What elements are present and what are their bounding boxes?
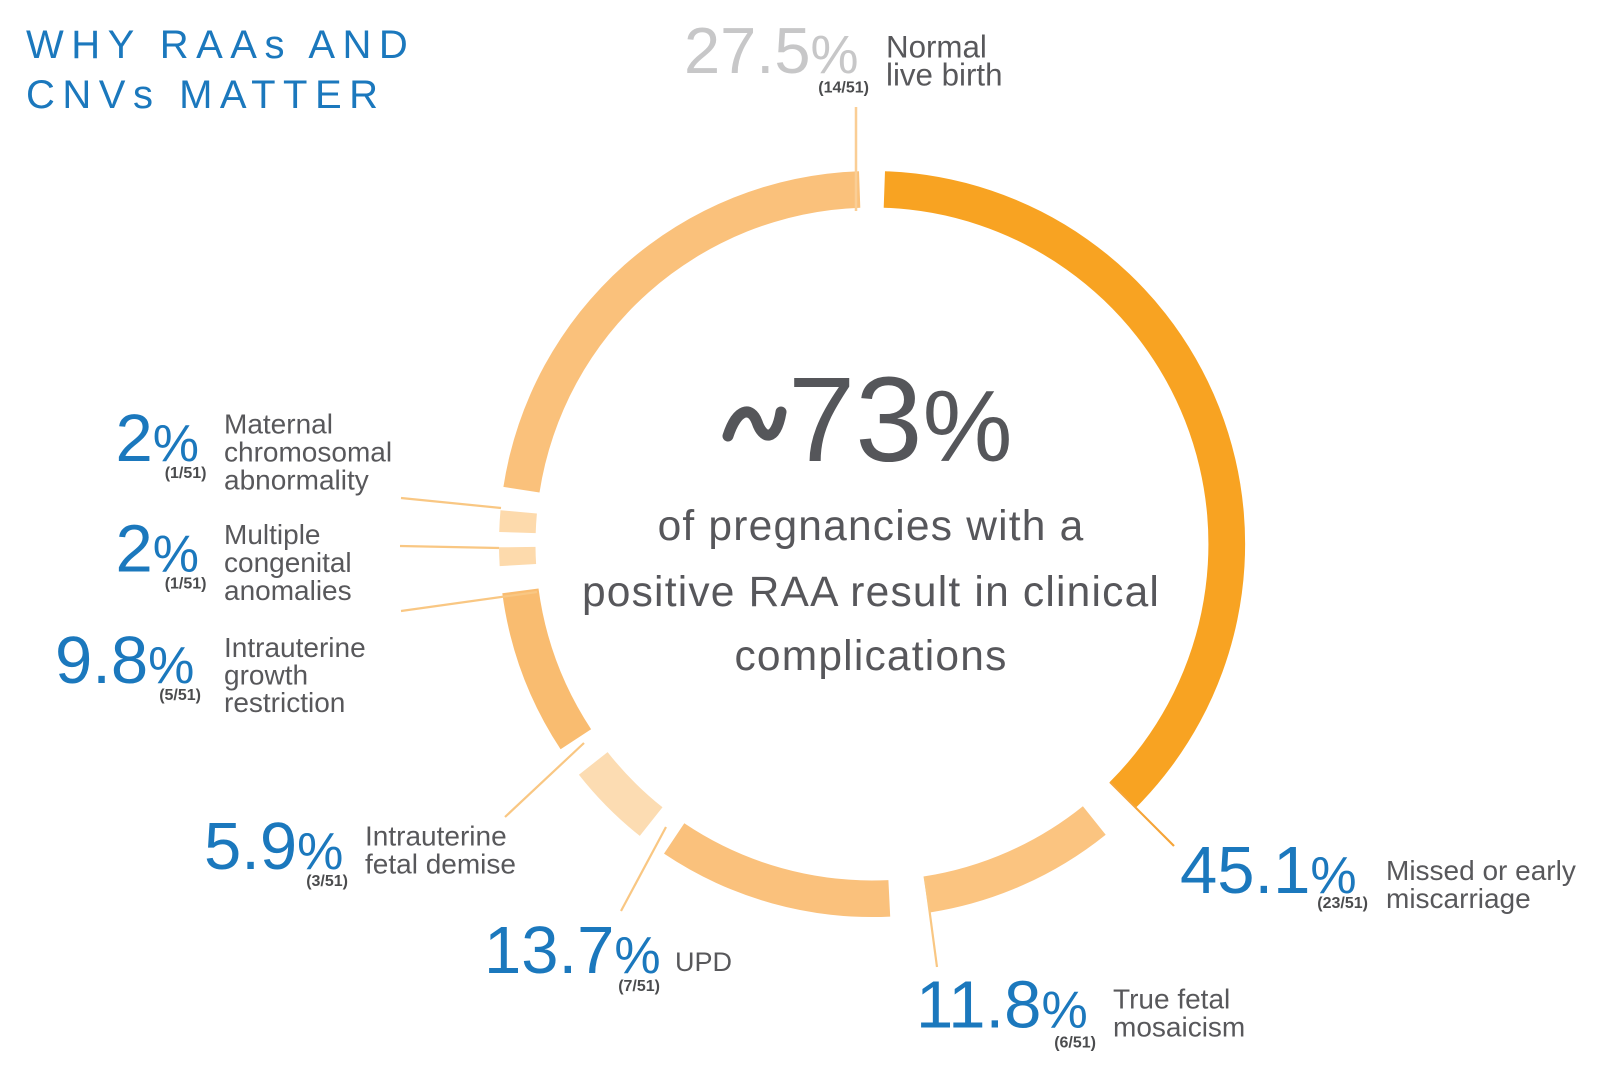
svg-text:(1/51): (1/51): [165, 576, 207, 593]
svg-text:Normal: Normal: [886, 29, 987, 64]
svg-text:positive RAA result in clinica: positive RAA result in clinical: [582, 569, 1160, 616]
svg-text:Intrauterine: Intrauterine: [365, 821, 507, 852]
svg-text:restriction: restriction: [224, 687, 345, 718]
svg-text:5.9%: 5.9%: [204, 809, 343, 884]
svg-text:CNVs MATTER: CNVs MATTER: [26, 73, 386, 117]
svg-text:live birth: live birth: [886, 57, 1003, 92]
svg-text:congenital: congenital: [224, 547, 352, 578]
svg-text:of pregnancies with a: of pregnancies with a: [658, 503, 1085, 550]
svg-text:Missed or early: Missed or early: [1386, 855, 1576, 886]
svg-text:Multiple: Multiple: [224, 519, 320, 550]
svg-text:UPD: UPD: [675, 947, 732, 977]
svg-text:73%: 73%: [788, 351, 1012, 487]
svg-text:27.5%: 27.5%: [684, 14, 859, 87]
svg-text:Intrauterine: Intrauterine: [224, 632, 366, 663]
svg-text:WHY RAAs AND: WHY RAAs AND: [26, 23, 415, 67]
svg-text:growth: growth: [224, 660, 308, 691]
svg-text:(14/51): (14/51): [818, 79, 869, 96]
svg-text:11.8%: 11.8%: [916, 968, 1088, 1043]
svg-text:miscarriage: miscarriage: [1386, 883, 1531, 914]
svg-text:(5/51): (5/51): [159, 687, 201, 704]
svg-text:13.7%: 13.7%: [484, 913, 661, 988]
svg-text:True fetal: True fetal: [1113, 984, 1230, 1015]
svg-text:(6/51): (6/51): [1054, 1035, 1096, 1052]
svg-text:fetal demise: fetal demise: [365, 849, 516, 880]
svg-text:(23/51): (23/51): [1317, 895, 1368, 912]
svg-text:mosaicism: mosaicism: [1113, 1012, 1245, 1043]
svg-text:(7/51): (7/51): [618, 978, 660, 995]
svg-text:(3/51): (3/51): [306, 873, 348, 890]
svg-text:chromosomal: chromosomal: [224, 436, 392, 467]
svg-text:abnormality: abnormality: [224, 464, 369, 495]
svg-text:complications: complications: [734, 633, 1007, 680]
svg-text:(1/51): (1/51): [165, 465, 207, 482]
svg-text:anomalies: anomalies: [224, 575, 352, 606]
svg-text:Maternal: Maternal: [224, 409, 333, 440]
